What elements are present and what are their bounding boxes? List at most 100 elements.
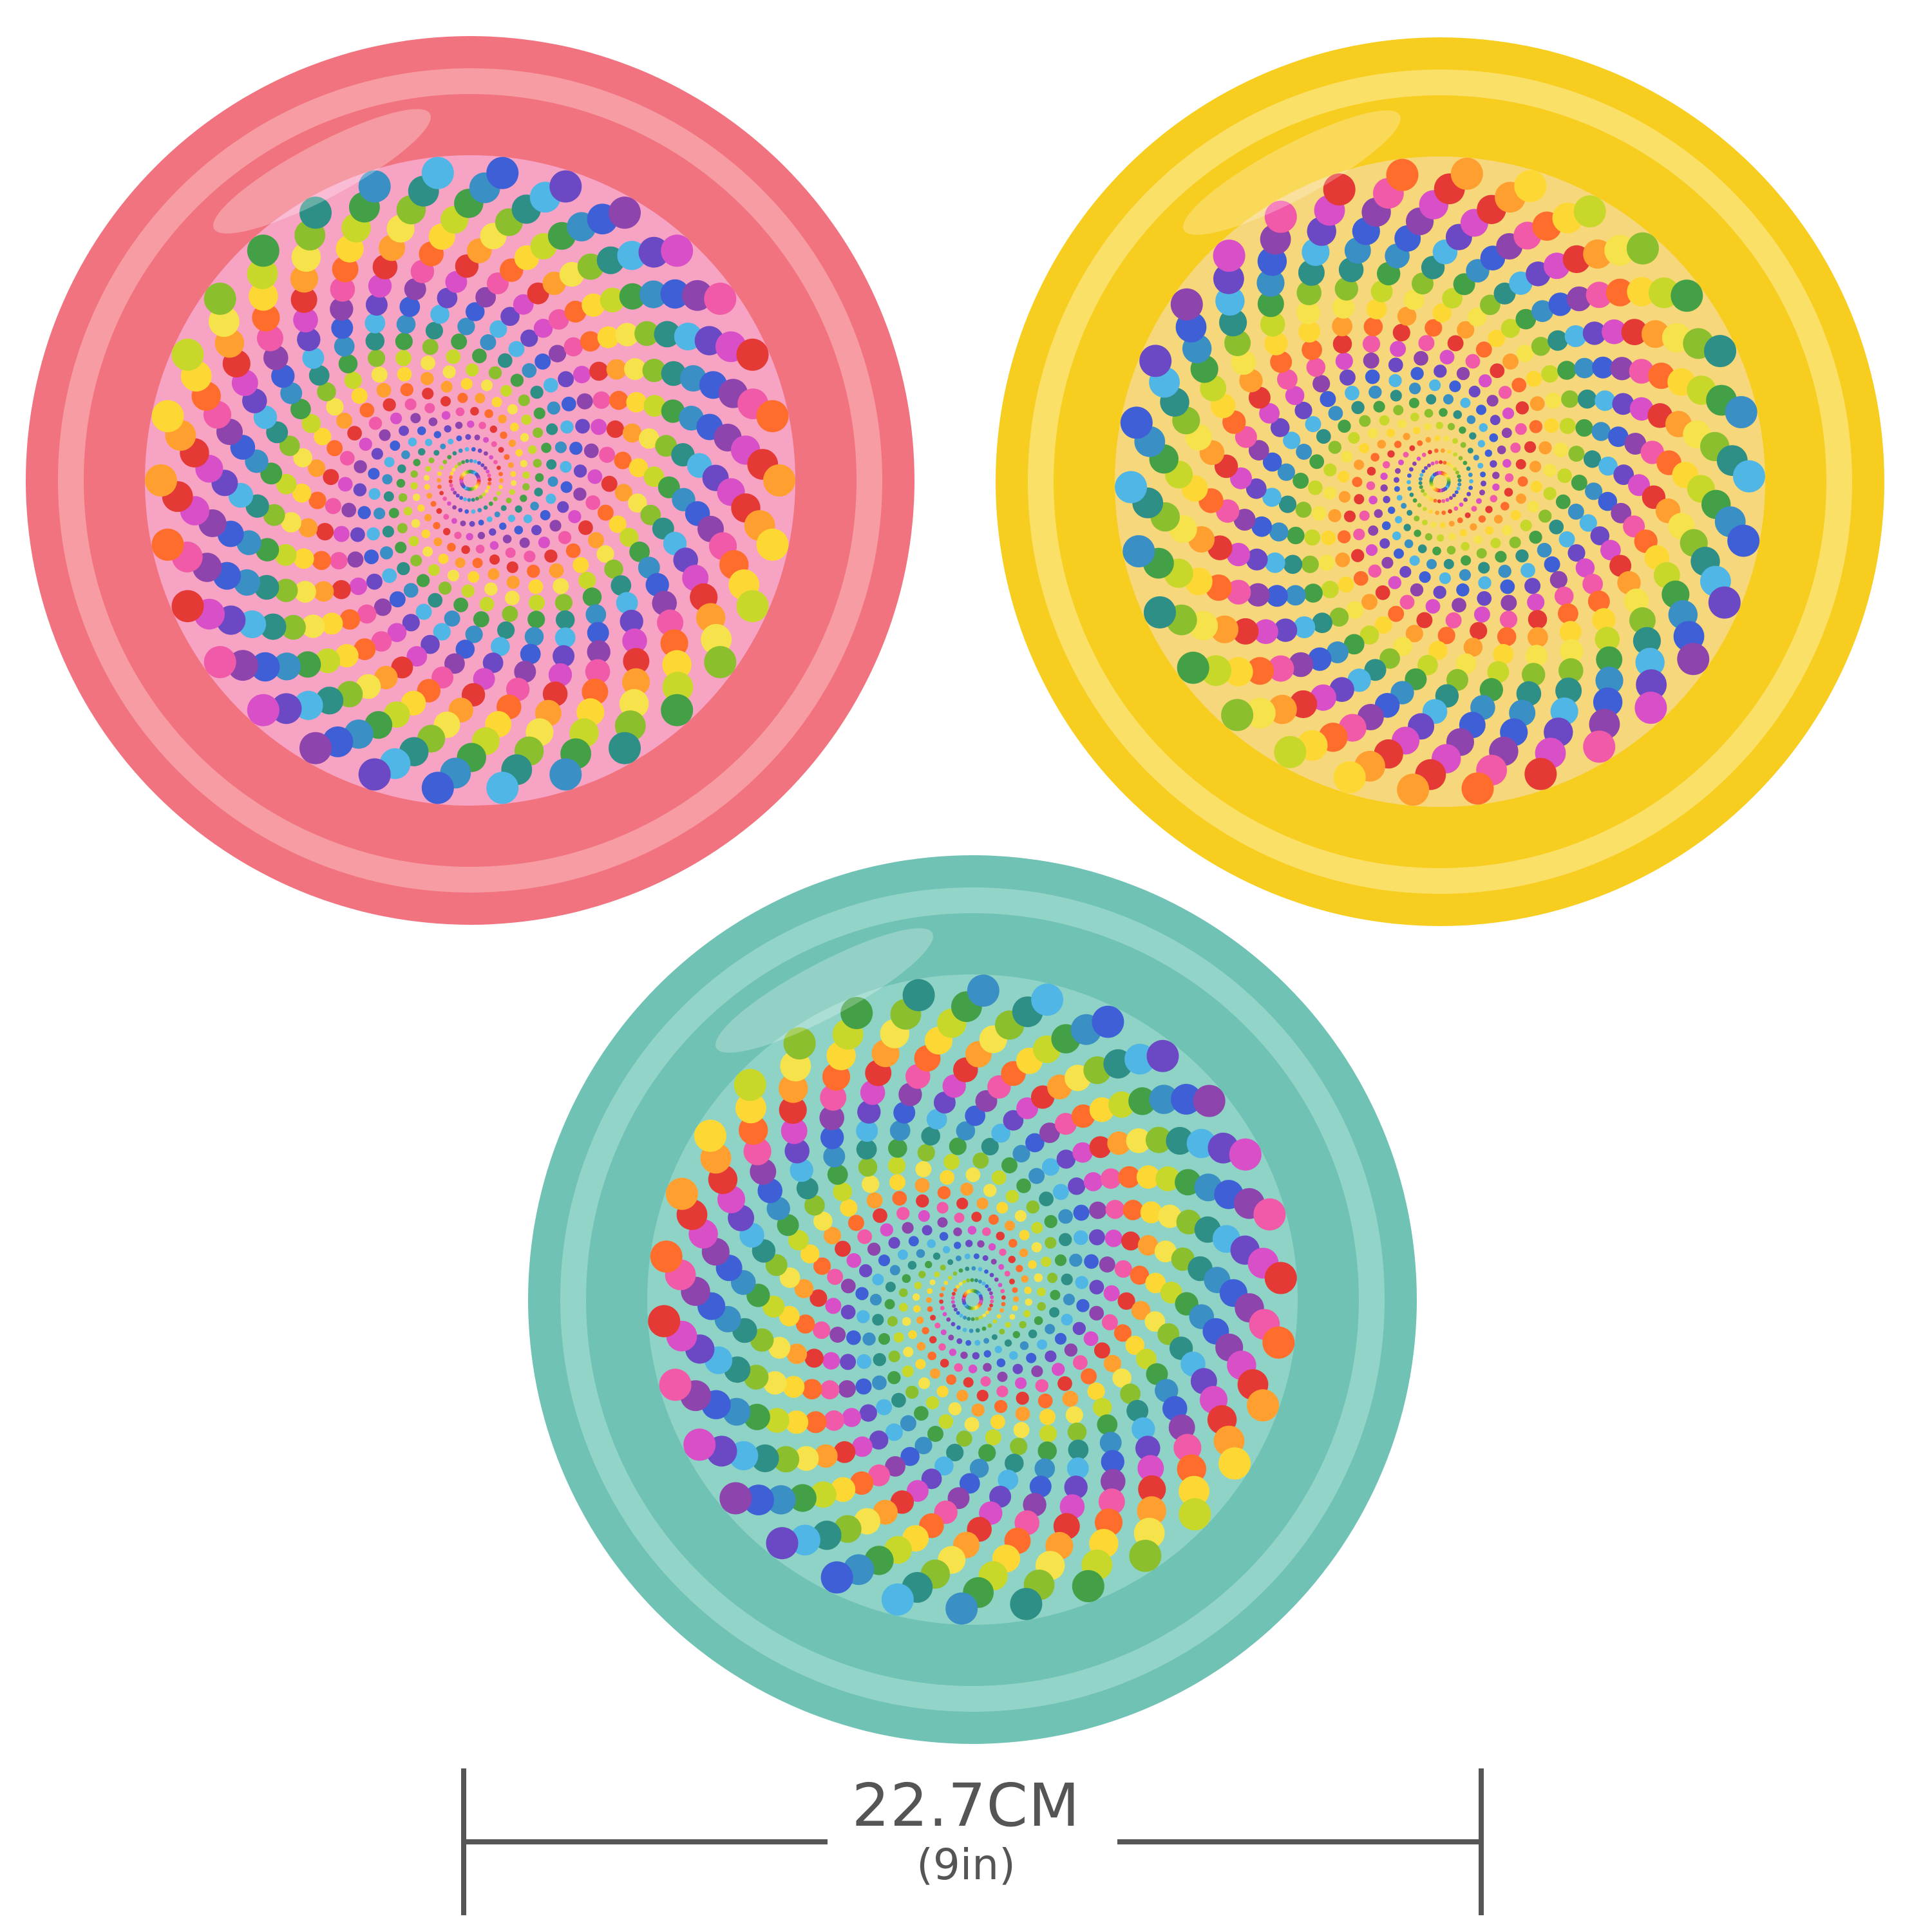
pattern-dot xyxy=(813,1321,831,1340)
pattern-dot xyxy=(1320,391,1336,408)
pattern-dot xyxy=(788,1229,809,1251)
pattern-dot xyxy=(422,546,433,557)
pattern-dot xyxy=(1028,1260,1037,1269)
pattern-dot xyxy=(554,441,567,453)
pattern-dot xyxy=(313,581,334,602)
pattern-dot xyxy=(948,1402,961,1416)
pattern-dot xyxy=(946,1443,964,1462)
pattern-dot xyxy=(426,493,433,499)
pattern-dot xyxy=(1366,481,1376,490)
pattern-dot xyxy=(1304,529,1321,546)
pattern-dot xyxy=(515,449,523,457)
pattern-dot xyxy=(1428,641,1448,660)
pattern-dot xyxy=(364,549,379,565)
pattern-dot xyxy=(204,646,236,679)
pattern-dot xyxy=(885,1282,896,1293)
pattern-dot xyxy=(1621,319,1648,346)
pattern-dot xyxy=(1264,200,1297,233)
pattern-dot xyxy=(442,497,447,501)
pattern-dot xyxy=(1416,457,1421,461)
pattern-dot xyxy=(638,236,670,268)
pattern-dot xyxy=(1122,535,1155,567)
pattern-dot xyxy=(848,1215,864,1231)
pattern-dot xyxy=(417,426,426,435)
pattern-dot xyxy=(1213,263,1244,294)
pattern-dot xyxy=(496,491,501,496)
pattern-dot xyxy=(281,614,306,640)
pattern-dot xyxy=(467,498,471,502)
pattern-dot xyxy=(981,1282,986,1286)
pattern-dot xyxy=(308,459,326,477)
pattern-dot xyxy=(1600,540,1621,561)
pattern-dot xyxy=(1049,1307,1060,1318)
pattern-dot xyxy=(643,395,666,417)
pattern-dot xyxy=(1067,1422,1087,1442)
pattern-dot xyxy=(1460,397,1471,408)
pattern-dot xyxy=(1468,385,1481,398)
pattern-dot xyxy=(1515,308,1537,330)
pattern-dot xyxy=(846,1330,861,1345)
pattern-dot xyxy=(1585,482,1603,500)
pattern-dot xyxy=(1417,654,1438,676)
pattern-dot xyxy=(927,1426,943,1442)
pattern-dot xyxy=(965,1167,981,1182)
pattern-dot xyxy=(465,434,471,440)
pattern-dot xyxy=(447,542,456,552)
pattern-dot xyxy=(639,428,659,449)
pattern-dot xyxy=(1099,1256,1115,1273)
pattern-dot xyxy=(1294,401,1312,419)
pattern-dot xyxy=(989,1303,994,1307)
pattern-dot xyxy=(1502,353,1519,370)
pattern-dot xyxy=(1433,498,1437,503)
pattern-dot xyxy=(908,1330,917,1340)
pattern-dot xyxy=(889,1120,911,1141)
pattern-dot xyxy=(1457,482,1462,487)
pattern-dot xyxy=(1441,510,1446,515)
pattern-dot xyxy=(657,609,684,636)
pattern-dot xyxy=(1466,491,1471,497)
pattern-dot xyxy=(379,429,391,441)
pattern-dot xyxy=(1105,1200,1125,1219)
pattern-dot xyxy=(294,651,321,678)
pattern-dot xyxy=(457,317,475,336)
pattern-dot xyxy=(1470,621,1488,640)
pattern-dot xyxy=(489,554,500,565)
pattern-dot xyxy=(620,609,643,634)
pattern-dot xyxy=(801,1379,822,1399)
pattern-dot xyxy=(1424,423,1432,431)
pattern-dot xyxy=(472,348,487,364)
pattern-dot xyxy=(1023,1310,1031,1318)
pattern-dot xyxy=(1301,555,1319,573)
pattern-dot xyxy=(1452,493,1456,498)
pattern-dot xyxy=(1557,468,1572,484)
pattern-dot xyxy=(457,462,462,466)
pattern-dot xyxy=(1037,1393,1053,1408)
pattern-dot xyxy=(555,610,575,630)
pattern-dot xyxy=(1370,453,1379,462)
pattern-dot xyxy=(1010,1587,1043,1620)
pattern-dot xyxy=(1264,332,1288,355)
pattern-dot xyxy=(350,527,365,542)
pattern-dot xyxy=(1000,1289,1005,1294)
pattern-dot xyxy=(1488,330,1506,348)
pattern-dot xyxy=(1549,571,1567,589)
pattern-dot xyxy=(1467,307,1487,327)
pattern-dot xyxy=(1004,1339,1012,1347)
pattern-dot xyxy=(1423,492,1427,497)
pattern-dot xyxy=(1115,471,1148,504)
pattern-dot xyxy=(622,423,642,443)
pattern-dot xyxy=(447,455,452,460)
pattern-dot xyxy=(430,500,437,507)
pattern-dot xyxy=(990,1295,994,1300)
pattern-dot xyxy=(1041,1256,1052,1267)
pattern-dot xyxy=(464,509,469,514)
pattern-dot xyxy=(1359,415,1371,427)
pattern-dot xyxy=(1068,1177,1086,1195)
pattern-dot xyxy=(471,447,476,452)
pattern-dot xyxy=(946,1374,957,1385)
pattern-dot xyxy=(1359,443,1370,453)
pattern-dot xyxy=(1627,277,1656,307)
pattern-dot xyxy=(466,533,473,540)
pattern-dot xyxy=(293,548,314,569)
